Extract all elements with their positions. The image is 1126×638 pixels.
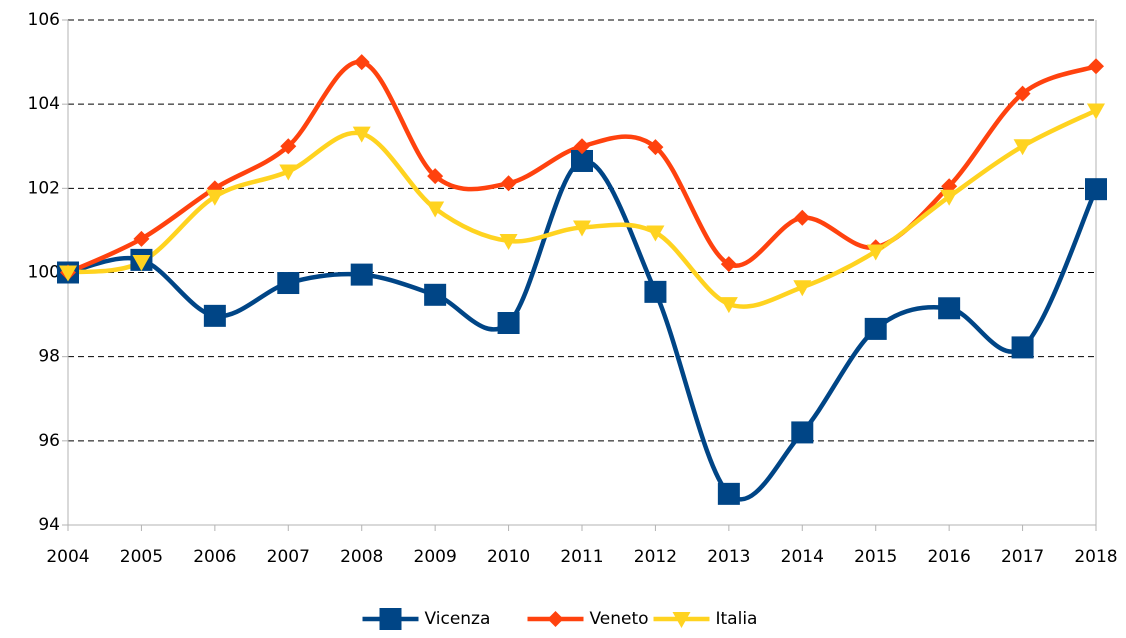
x-tick-label: 2008: [340, 547, 383, 567]
x-tick-label: 2007: [267, 547, 310, 567]
y-tick-label: 102: [28, 178, 60, 198]
marker: [646, 225, 665, 242]
marker: [571, 149, 593, 172]
x-tick-label: 2013: [707, 547, 750, 567]
marker: [426, 201, 445, 218]
marker: [644, 280, 667, 303]
marker: [719, 297, 738, 314]
x-tick-label: 2015: [854, 547, 897, 567]
marker: [500, 175, 517, 192]
marker: [864, 317, 887, 340]
marker: [791, 421, 814, 444]
x-tick-label: 2018: [1074, 547, 1117, 567]
legend-marker: [672, 612, 691, 628]
legend-label: Veneto: [590, 609, 649, 629]
marker: [132, 254, 151, 271]
marker: [424, 283, 447, 306]
x-tick-label: 2006: [193, 547, 236, 567]
x-tick-label: 2005: [120, 547, 163, 567]
marker: [1014, 85, 1031, 102]
marker: [1088, 58, 1104, 75]
marker: [938, 297, 961, 320]
legend-marker: [379, 608, 402, 630]
x-tick-label: 2009: [414, 547, 457, 567]
legend-label: Italia: [716, 609, 758, 629]
x-tick-label: 2014: [781, 547, 824, 567]
marker: [350, 263, 373, 286]
x-tick-label: 2011: [560, 547, 603, 567]
marker: [720, 256, 737, 273]
y-tick-label: 106: [28, 10, 60, 30]
marker: [353, 54, 370, 71]
y-tick-label: 94: [38, 515, 60, 535]
marker: [277, 272, 300, 295]
y-tick-label: 104: [28, 94, 60, 114]
x-tick-label: 2010: [487, 547, 530, 567]
marker: [133, 230, 150, 247]
series-line: [67, 158, 1099, 502]
marker: [793, 280, 812, 297]
marker: [574, 138, 590, 155]
marker: [352, 126, 371, 143]
marker: [573, 220, 591, 237]
y-tick-label: 96: [38, 431, 60, 451]
y-tick-label: 98: [38, 347, 60, 367]
marker: [427, 168, 444, 185]
marker: [280, 138, 297, 155]
marker: [1085, 178, 1107, 201]
marker: [499, 233, 518, 250]
x-tick-label: 2012: [634, 547, 677, 567]
marker: [940, 189, 959, 206]
x-tick-label: 2017: [1001, 547, 1044, 567]
marker: [647, 139, 664, 156]
marker: [1087, 103, 1105, 120]
marker: [279, 164, 298, 181]
x-tick-label: 2016: [928, 547, 971, 567]
marker: [1013, 139, 1032, 156]
marker: [794, 209, 811, 226]
marker: [1011, 336, 1034, 359]
marker: [866, 244, 885, 261]
legend-label: Vicenza: [425, 609, 491, 629]
marker: [59, 265, 77, 282]
marker: [717, 482, 740, 505]
marker: [497, 312, 520, 334]
marker: [205, 189, 224, 206]
y-tick-label: 100: [28, 263, 60, 283]
x-tick-label: 2004: [46, 547, 89, 567]
marker: [203, 304, 226, 327]
legend-marker: [547, 611, 564, 627]
